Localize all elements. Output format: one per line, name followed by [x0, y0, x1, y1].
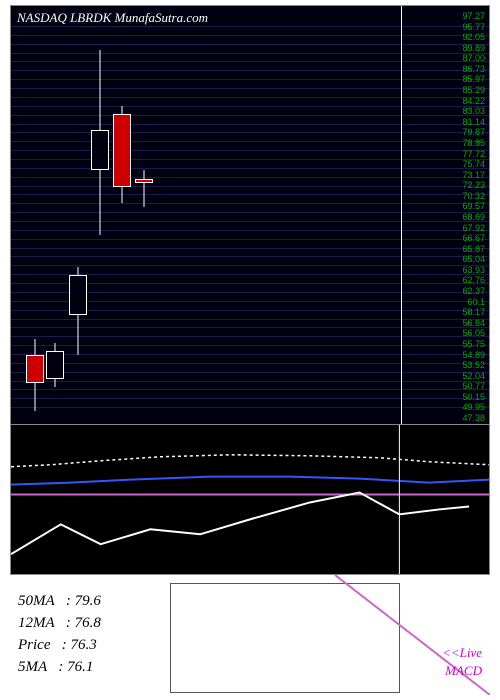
- y-axis-tick: 77.72: [462, 150, 485, 159]
- y-axis-tick: 68.69: [462, 213, 485, 222]
- cursor-vertical-line: [401, 6, 402, 424]
- indicator-panel: [10, 425, 490, 575]
- y-axis-tick: 60.1: [467, 298, 485, 307]
- y-axis-tick: 55.75: [462, 340, 485, 349]
- y-axis-tick: 66.67: [462, 234, 485, 243]
- price-panel: NASDAQ LBRDK MunafaSutra.com 97.27 95.779…: [10, 5, 490, 425]
- indicator-line-signal-white: [11, 493, 469, 555]
- y-axis-tick: 62.76: [462, 276, 485, 285]
- y-axis-tick: 87.00: [462, 54, 485, 63]
- y-axis-tick: 79.87: [462, 128, 485, 137]
- info-panel: 50MA : 79.612MA : 76.8Price : 76.35MA : …: [10, 575, 490, 695]
- y-axis-tick: 85.97: [462, 75, 485, 84]
- y-axis-tick: 67.92: [462, 224, 485, 233]
- y-axis-tick: 54.89: [462, 351, 485, 360]
- y-axis-tick: 73.17: [462, 171, 485, 180]
- y-axis-tick: 75.74: [462, 160, 485, 169]
- y-axis-tick: 92.05: [462, 33, 485, 42]
- y-axis-tick: 78.85: [462, 139, 485, 148]
- y-axis-tick: 83.03: [462, 107, 485, 116]
- y-axis-tick: 56.05: [462, 329, 485, 338]
- y-axis-tick: 58.17: [462, 308, 485, 317]
- y-axis-tick: 50.15: [462, 393, 485, 402]
- y-axis-tick: 89.89: [462, 44, 485, 53]
- y-axis-tick: 97.27: [462, 12, 485, 21]
- y-axis-tick: 56.64: [462, 319, 485, 328]
- y-axis-tick: 52.04: [462, 372, 485, 381]
- y-axis-tick: 63.93: [462, 266, 485, 275]
- y-axis-tick: 95.77: [462, 23, 485, 32]
- indicator-line-white-dashed: [11, 455, 489, 467]
- chart-title: NASDAQ LBRDK MunafaSutra.com: [17, 10, 208, 26]
- y-axis-tick: 81.14: [462, 118, 485, 127]
- y-axis-tick: 86.73: [462, 65, 485, 74]
- y-axis-tick: 49.95: [462, 403, 485, 412]
- live-label-1: <<Live: [442, 645, 482, 661]
- y-axis-tick: 70.32: [462, 192, 485, 201]
- chart-container: NASDAQ LBRDK MunafaSutra.com 97.27 95.779…: [10, 5, 490, 695]
- y-axis-tick: 69.57: [462, 202, 485, 211]
- y-axis-tick: 65.87: [462, 245, 485, 254]
- y-axis-tick: 72.23: [462, 181, 485, 190]
- y-axis-tick: 53.52: [462, 361, 485, 370]
- y-axis-tick: 65.04: [462, 255, 485, 264]
- y-axis-tick: 47.38: [462, 414, 485, 423]
- y-axis-tick: 85.29: [462, 86, 485, 95]
- indicator-line-blue: [11, 477, 489, 485]
- live-label-2: MACD: [445, 663, 482, 679]
- indicator-lines: [11, 425, 489, 574]
- y-axis-tick: 62.37: [462, 287, 485, 296]
- info-overlay: [10, 575, 490, 695]
- y-axis-tick: 84.22: [462, 97, 485, 106]
- y-axis-tick: 50.77: [462, 382, 485, 391]
